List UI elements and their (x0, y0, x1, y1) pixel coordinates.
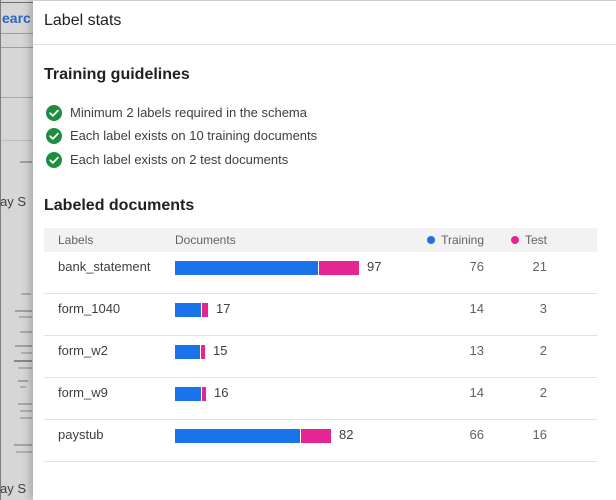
test-count: 3 (539, 301, 547, 316)
stacked-bar (175, 386, 206, 401)
labeled-documents-heading: Labeled documents (44, 197, 195, 214)
check-circle-icon (46, 151, 62, 168)
training-legend: Training (390, 233, 484, 247)
test-legend-label: Test (524, 233, 547, 247)
training-legend-label: Training (441, 233, 484, 247)
guideline-text: Each label exists on 2 test documents (70, 152, 289, 167)
background-divider (1, 33, 34, 34)
row-label: form_1040 (58, 301, 121, 316)
training-bar-segment (175, 344, 200, 359)
table-row: form_1040 17 14 3 (44, 294, 597, 336)
document-count: 97 (367, 259, 382, 274)
row-label: form_w2 (58, 343, 108, 358)
test-count: 16 (532, 427, 547, 442)
test-bar-segment (202, 302, 208, 317)
background-page: earc ay S ay S (0, 0, 34, 500)
guideline-item: Minimum 2 labels required in the schema (46, 104, 307, 121)
check-circle-icon (46, 104, 62, 121)
table-row: paystub 82 66 16 (44, 420, 597, 462)
training-guidelines-heading: Training guidelines (44, 66, 190, 83)
background-document-title: ay S (0, 481, 27, 496)
table-row: form_w9 16 14 2 (44, 378, 597, 420)
label-stats-panel: Label stats Training guidelines Minimum … (33, 0, 616, 500)
test-count: 2 (539, 343, 547, 358)
table-row: bank_statement 97 76 21 (44, 252, 597, 294)
document-count: 15 (213, 343, 228, 358)
training-bar-segment (175, 302, 201, 317)
training-count: 14 (469, 385, 484, 400)
test-bar-segment (301, 428, 331, 443)
background-divider (1, 47, 34, 48)
stacked-bar (175, 302, 208, 317)
header-divider (33, 44, 616, 45)
document-count: 16 (214, 385, 229, 400)
table-row: form_w2 15 13 2 (44, 336, 597, 378)
document-count: 17 (216, 301, 231, 316)
training-bar-segment (175, 386, 201, 401)
stacked-bar (175, 428, 331, 443)
row-label: paystub (58, 427, 104, 442)
table-header: Labels Documents Training Test (44, 228, 597, 252)
training-legend-dot (427, 236, 436, 244)
training-count: 66 (469, 427, 484, 442)
training-count: 13 (469, 343, 484, 358)
guideline-item: Each label exists on 2 test documents (46, 151, 288, 168)
background-divider (1, 140, 34, 141)
guideline-item: Each label exists on 10 training documen… (46, 127, 317, 144)
window-top-border (33, 0, 616, 1)
background-divider (1, 97, 34, 98)
test-legend: Test (484, 233, 547, 247)
background-document-title: ay S (0, 194, 27, 209)
training-bar-segment (175, 428, 300, 443)
labels-column-header: Labels (58, 233, 94, 247)
stacked-bar (175, 260, 359, 275)
test-count: 2 (539, 385, 547, 400)
training-bar-segment (175, 260, 318, 275)
panel-title: Label stats (44, 12, 122, 29)
background-document-preview (1, 155, 34, 465)
row-label: bank_statement (58, 259, 151, 274)
documents-column-header: Documents (175, 233, 236, 247)
check-circle-icon (46, 127, 62, 144)
labeled-documents-table: Labels Documents Training Test bank_stat… (44, 228, 597, 462)
background-divider (1, 2, 34, 3)
background-search-link: earc (2, 10, 31, 26)
test-count: 21 (532, 259, 547, 274)
row-label: form_w9 (58, 385, 108, 400)
guideline-text: Minimum 2 labels required in the schema (70, 105, 307, 120)
document-count: 82 (339, 427, 354, 442)
guideline-text: Each label exists on 10 training documen… (70, 128, 318, 143)
test-bar-segment (201, 344, 205, 359)
training-count: 14 (469, 301, 484, 316)
test-legend-dot (510, 236, 519, 244)
test-bar-segment (202, 386, 206, 401)
test-bar-segment (319, 260, 359, 275)
training-count: 76 (469, 259, 484, 274)
stacked-bar (175, 344, 205, 359)
